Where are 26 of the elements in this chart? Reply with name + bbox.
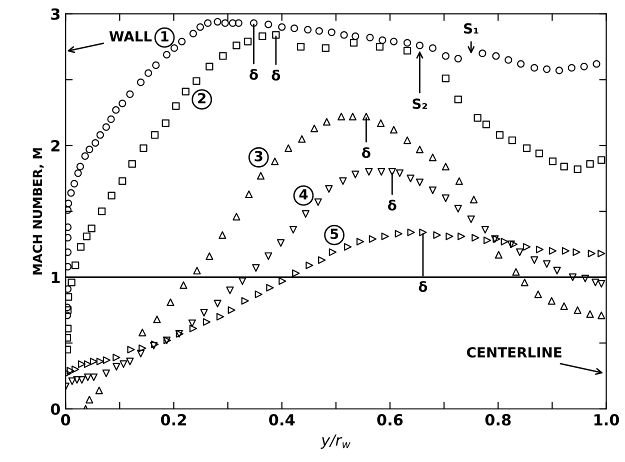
x-tick-label: 0.4 bbox=[269, 414, 295, 426]
x-axis-title: y/r$_{w}$ bbox=[320, 434, 350, 449]
y-tick-label: 0 bbox=[50, 403, 60, 415]
y-tick-label: 2 bbox=[51, 140, 60, 152]
y-tick-label: 3 bbox=[51, 8, 60, 20]
x-tick-label: 1.0 bbox=[594, 414, 620, 426]
y-axis-title: MACH NUMBER, M bbox=[32, 148, 44, 275]
annotation: S₁ bbox=[464, 23, 478, 34]
annotation: δ bbox=[362, 147, 370, 158]
y-tick-label: 1 bbox=[52, 272, 60, 284]
annotation: WALL bbox=[109, 31, 152, 42]
annotation: δ bbox=[388, 200, 396, 211]
annotation: 2 bbox=[198, 92, 206, 104]
annotation: 1 bbox=[161, 31, 168, 42]
x-tick-label: 0 bbox=[61, 414, 70, 426]
annotation: 5 bbox=[330, 228, 338, 240]
annotation: 4 bbox=[299, 189, 308, 200]
x-tick-label: 0.6 bbox=[377, 414, 403, 426]
x-tick-label: 0.2 bbox=[160, 414, 186, 426]
annotation: 3 bbox=[254, 150, 262, 162]
annotation: δ bbox=[272, 70, 280, 81]
annotation: δ bbox=[418, 281, 428, 292]
annotation: δ bbox=[250, 69, 258, 80]
annotation: CENTERLINE bbox=[466, 347, 562, 358]
annotation: S₂ bbox=[412, 98, 427, 109]
x-tick-label: 0.8 bbox=[485, 414, 511, 426]
